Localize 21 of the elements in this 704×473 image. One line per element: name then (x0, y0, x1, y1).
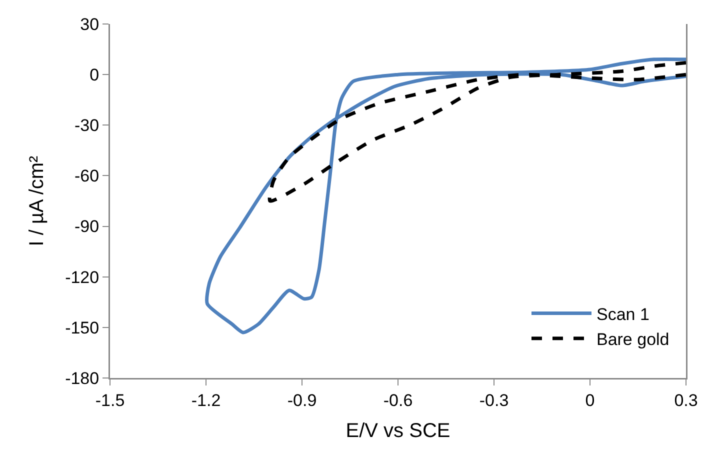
y-axis-title: I / µA /cm² (26, 155, 48, 246)
y-tick-label: 0 (90, 66, 100, 85)
y-tick-label: 30 (80, 14, 100, 34)
y-tick-label: -90 (74, 217, 100, 236)
line-series (268, 61, 686, 203)
x-tick-label: -0.3 (479, 390, 509, 410)
x-tick-label: -1.2 (191, 390, 221, 410)
y-tick-label: -30 (74, 116, 100, 136)
x-tick-label: -1.5 (95, 390, 125, 410)
x-tick-label: -0.6 (383, 390, 413, 410)
x-tick-label: 0.3 (674, 390, 698, 410)
x-axis-title: E/V vs SCE (346, 420, 450, 442)
legend-label: Bare gold (596, 330, 670, 350)
y-tick-label: -180 (65, 368, 100, 388)
x-tick-label: -0.9 (287, 390, 317, 410)
y-tick-label: -150 (65, 318, 100, 338)
legend-label: Scan 1 (596, 304, 650, 324)
y-tick-label: -60 (74, 166, 100, 186)
x-tick-label: 0 (585, 390, 595, 410)
y-tick-label: -120 (65, 268, 100, 287)
line-series (206, 57, 686, 334)
